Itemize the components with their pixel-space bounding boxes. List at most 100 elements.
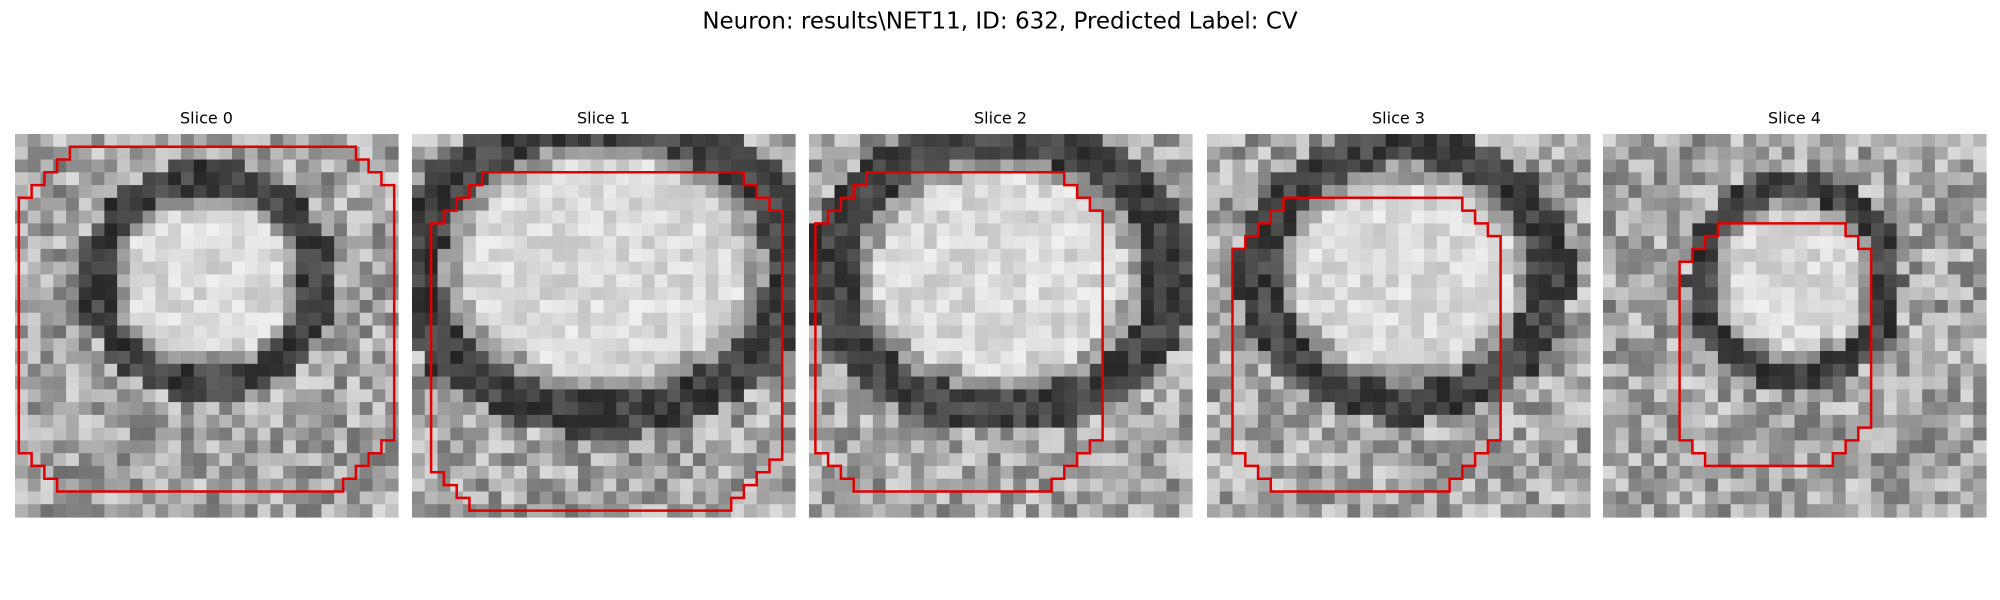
pixel (1411, 414, 1425, 429)
pixel (1334, 338, 1349, 352)
pixel (117, 491, 131, 505)
pixel (1360, 287, 1374, 301)
pixel (565, 402, 579, 416)
pixel (1140, 299, 1155, 314)
pixel (1128, 287, 1142, 301)
pixel (1641, 274, 1655, 288)
pixel (1960, 236, 1974, 250)
pixel (1871, 491, 1885, 505)
pixel (66, 478, 80, 493)
pixel (1628, 478, 1642, 493)
pixel (1179, 185, 1193, 199)
pixel (1102, 453, 1116, 467)
pixel (782, 197, 796, 212)
pixel (1360, 491, 1374, 505)
pixel (1436, 363, 1451, 378)
pixel (1128, 491, 1142, 505)
pixel (1768, 351, 1783, 365)
pixel (321, 389, 335, 403)
pixel (270, 197, 284, 212)
pixel (1219, 440, 1234, 454)
pixel (1896, 325, 1910, 339)
pixel (1013, 248, 1027, 263)
pixel (616, 376, 630, 390)
pixel (346, 376, 361, 390)
pixel (1077, 402, 1091, 416)
pixel (577, 325, 592, 339)
pixel (1296, 504, 1310, 518)
pixel (372, 261, 386, 276)
pixel (1051, 261, 1065, 276)
pixel (1089, 197, 1104, 212)
pixel (1526, 427, 1540, 441)
pixel (232, 402, 246, 416)
pixel (412, 440, 426, 454)
pixel (1743, 287, 1757, 301)
pixel (692, 376, 707, 390)
pixel (1717, 172, 1732, 186)
pixel (1115, 427, 1129, 441)
pixel (1411, 440, 1425, 454)
pixel (206, 427, 220, 441)
pixel (1475, 351, 1489, 365)
pixel (244, 414, 259, 429)
pixel (1858, 274, 1872, 288)
pixel (1628, 223, 1642, 237)
pixel (1922, 491, 1936, 505)
pixel (629, 376, 643, 390)
pixel (412, 465, 426, 480)
pixel (1026, 287, 1040, 301)
pixel (168, 465, 182, 480)
pixel (1768, 465, 1783, 480)
pixel (860, 223, 874, 237)
pixel (463, 248, 477, 263)
pixel (923, 248, 938, 263)
pixel (1845, 414, 1859, 429)
pixel (15, 172, 29, 186)
pixel (1679, 465, 1693, 480)
pixel (257, 159, 271, 173)
pixel (514, 325, 528, 339)
pixel (616, 172, 630, 186)
pixel (1717, 453, 1732, 467)
pixel (1089, 223, 1104, 237)
pixel (1922, 287, 1936, 301)
pixel (962, 478, 976, 493)
pixel (1321, 376, 1336, 390)
pixel (834, 504, 848, 518)
pixel (1424, 274, 1438, 288)
pixel (78, 159, 93, 173)
pixel (1424, 504, 1438, 518)
pixel (1245, 491, 1259, 505)
pixel (1258, 389, 1272, 403)
pixel (923, 274, 938, 288)
pixel (142, 299, 157, 314)
pixel (1283, 261, 1297, 276)
pixel (1871, 312, 1885, 327)
pixel (731, 159, 745, 173)
pixel (1641, 325, 1655, 339)
pixel (1385, 376, 1400, 390)
pixel (860, 491, 874, 505)
pixel (923, 427, 938, 441)
pixel (1153, 440, 1168, 454)
pixel (1064, 223, 1078, 237)
pixel (1922, 274, 1936, 288)
pixel (372, 402, 386, 416)
pixel (450, 172, 464, 186)
pixel (1513, 440, 1527, 454)
pixel (270, 504, 284, 518)
pixel (769, 427, 783, 441)
pixel (1140, 197, 1155, 212)
pixel (117, 236, 131, 250)
pixel (1102, 210, 1116, 224)
pixel (847, 414, 861, 429)
pixel (1603, 325, 1617, 339)
pixel (1321, 274, 1336, 288)
pixel (1140, 236, 1155, 250)
pixel (232, 389, 246, 403)
pixel (1245, 351, 1259, 365)
pixel (1398, 504, 1412, 518)
pixel (1115, 338, 1129, 352)
pixel (1666, 223, 1681, 237)
